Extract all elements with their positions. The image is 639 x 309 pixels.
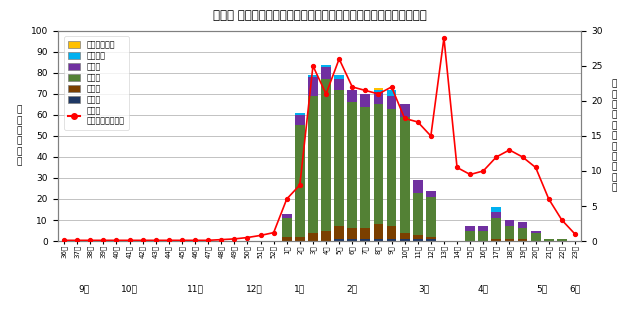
Bar: [531, 231, 541, 233]
Bar: [282, 214, 291, 218]
Bar: [295, 237, 305, 241]
Bar: [400, 104, 410, 117]
Bar: [400, 233, 410, 239]
Bar: [413, 235, 422, 239]
Bar: [308, 75, 318, 77]
Bar: [465, 231, 475, 241]
Bar: [491, 212, 501, 218]
Bar: [374, 104, 383, 224]
Bar: [374, 92, 383, 104]
Bar: [465, 226, 475, 231]
Bar: [518, 222, 527, 228]
Legend: その他の施設, 高等学校, 中学校, 小学校, 幼稚園, 保育園, 岡山県
定点あたり報告数: その他の施設, 高等学校, 中学校, 小学校, 幼稚園, 保育園, 岡山県 定点…: [64, 36, 128, 129]
Bar: [426, 239, 436, 241]
Bar: [387, 90, 396, 96]
Y-axis label: 学
校
数
（
校
）: 学 校 数 （ 校 ）: [17, 105, 22, 167]
Bar: [348, 102, 357, 228]
Bar: [360, 239, 370, 241]
Bar: [334, 239, 344, 241]
Text: 岡山県 インフルエンザとみられる学校等の臨時休業　週別発生状況: 岡山県 インフルエンザとみられる学校等の臨時休業 週別発生状況: [213, 9, 426, 22]
Bar: [348, 239, 357, 241]
Bar: [334, 90, 344, 226]
Bar: [360, 94, 370, 107]
Bar: [557, 239, 567, 241]
Bar: [426, 197, 436, 237]
Bar: [531, 233, 541, 241]
Bar: [426, 191, 436, 197]
Bar: [321, 79, 331, 231]
Bar: [334, 75, 344, 79]
Bar: [374, 239, 383, 241]
Bar: [334, 79, 344, 90]
Bar: [413, 180, 422, 193]
Bar: [282, 218, 291, 237]
Bar: [374, 90, 383, 92]
Bar: [518, 239, 527, 241]
Bar: [400, 239, 410, 241]
Bar: [321, 231, 331, 241]
Bar: [491, 207, 501, 212]
Bar: [308, 77, 318, 96]
Bar: [387, 109, 396, 226]
Bar: [505, 220, 514, 226]
Bar: [387, 96, 396, 109]
Bar: [321, 67, 331, 79]
Bar: [413, 193, 422, 235]
Bar: [505, 239, 514, 241]
Bar: [387, 226, 396, 239]
Bar: [295, 115, 305, 125]
Bar: [387, 239, 396, 241]
Bar: [544, 239, 553, 241]
Bar: [360, 107, 370, 228]
Bar: [374, 88, 383, 90]
Bar: [491, 218, 501, 239]
Bar: [413, 239, 422, 241]
Bar: [479, 231, 488, 241]
Bar: [400, 117, 410, 233]
Bar: [308, 233, 318, 241]
Y-axis label: 定
点
あ
た
り
報
告
数
（
人
）: 定 点 あ た り 報 告 数 （ 人 ）: [611, 79, 617, 193]
Bar: [282, 237, 291, 241]
Bar: [479, 226, 488, 231]
Bar: [360, 228, 370, 239]
Bar: [348, 228, 357, 239]
Bar: [295, 113, 305, 115]
Bar: [505, 226, 514, 239]
Bar: [348, 90, 357, 102]
Bar: [491, 239, 501, 241]
Bar: [518, 228, 527, 239]
Bar: [334, 226, 344, 239]
Bar: [295, 125, 305, 237]
Bar: [321, 65, 331, 67]
Bar: [426, 237, 436, 239]
Bar: [374, 224, 383, 239]
Bar: [308, 96, 318, 233]
